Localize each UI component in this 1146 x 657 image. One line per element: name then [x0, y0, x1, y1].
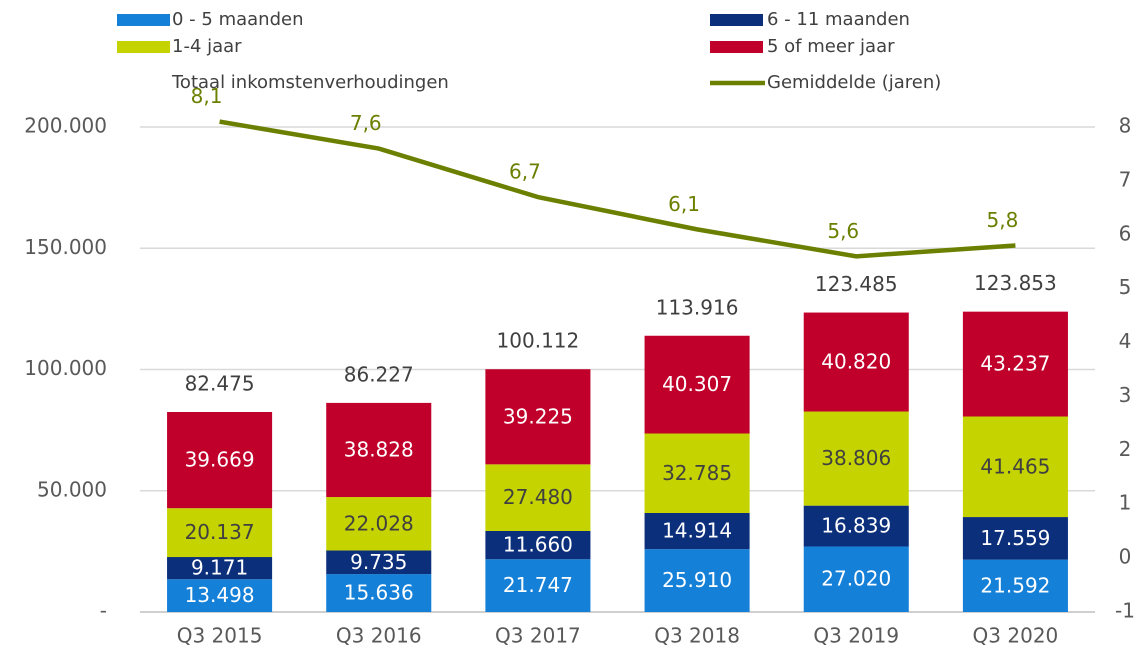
data-label: 17.559: [980, 526, 1050, 550]
data-label: 27.020: [821, 567, 891, 591]
data-label: 11.660: [503, 533, 573, 557]
legend-swatch: [117, 14, 170, 26]
total-label: 113.916: [656, 295, 739, 319]
bar-segment: [167, 579, 273, 612]
data-label: 22.028: [344, 511, 414, 535]
total-label: 82.475: [185, 371, 255, 395]
bar-segment: [962, 416, 1068, 518]
legend-swatch: [117, 41, 170, 53]
bar-segment: [644, 549, 750, 612]
y2-tick-label: 5: [1119, 275, 1132, 299]
bar-segment: [485, 559, 591, 612]
data-label: 39.669: [185, 448, 255, 472]
line-label: 5,6: [827, 219, 859, 243]
data-label: 38.806: [821, 446, 891, 470]
bar-segment: [326, 402, 432, 498]
data-label: 43.237: [980, 352, 1050, 376]
data-label: 40.307: [662, 372, 732, 396]
bar-segment: [326, 550, 432, 575]
data-label: 25.910: [662, 568, 732, 592]
legend-label: Totaal inkomstenverhoudingen: [171, 72, 449, 93]
bar-segment: [326, 574, 432, 612]
bar-segment: [644, 433, 750, 514]
legend-label: 5 of meer jaar: [767, 36, 895, 57]
bar-segment: [803, 546, 909, 612]
bar-segment: [167, 508, 273, 558]
legend-swatch: [710, 41, 763, 53]
line-label: 7,6: [350, 111, 382, 135]
total-label: 123.485: [815, 272, 898, 296]
data-label: 21.747: [503, 573, 573, 597]
legend-label: 6 - 11 maanden: [767, 9, 910, 30]
bar-segment: [803, 312, 909, 412]
x-tick-label: Q3 2020: [973, 624, 1059, 648]
data-label: 21.592: [980, 573, 1050, 597]
y2-tick-label: -1: [1115, 599, 1135, 623]
legend-label: 1-4 jaar: [172, 36, 242, 57]
data-label: 15.636: [344, 581, 414, 605]
x-tick-label: Q3 2018: [654, 624, 740, 648]
data-label: 41.465: [980, 454, 1050, 478]
x-tick-label: Q3 2016: [336, 624, 422, 648]
data-label: 38.828: [344, 437, 414, 461]
data-label: 40.820: [821, 350, 891, 374]
data-label: 9.735: [350, 550, 407, 574]
total-label: 123.853: [974, 271, 1057, 295]
data-label: 32.785: [662, 461, 732, 485]
y2-tick-label: 1: [1119, 491, 1132, 515]
data-label: 13.498: [185, 583, 255, 607]
data-label: 16.839: [821, 514, 891, 538]
y-tick-label: 50.000: [37, 477, 107, 501]
data-label: 39.225: [503, 404, 573, 428]
bar-segment: [485, 369, 591, 465]
y-tick-label: 150.000: [24, 235, 107, 259]
line-label: 6,1: [668, 192, 700, 216]
y2-tick-label: 3: [1119, 383, 1132, 407]
bar-segment: [962, 311, 1068, 417]
bar-segment: [644, 335, 750, 434]
line-label: 5,8: [987, 208, 1019, 232]
y2-tick-label: 7: [1119, 167, 1132, 191]
y-tick-label: 100.000: [24, 356, 107, 380]
total-label: 100.112: [497, 329, 580, 353]
y-tick-label: -: [100, 599, 107, 623]
bar-segment: [485, 530, 591, 560]
data-label: 9.171: [191, 556, 248, 580]
bar-segment: [326, 497, 432, 551]
y2-tick-label: 6: [1119, 221, 1132, 245]
line: [219, 119, 1016, 259]
line-label: 6,7: [509, 160, 541, 184]
x-tick-label: Q3 2017: [495, 624, 581, 648]
y-tick-label: 200.000: [24, 114, 107, 138]
y2-tick-label: 2: [1119, 437, 1132, 461]
y2-tick-label: 8: [1119, 114, 1132, 138]
x-tick-label: Q3 2019: [813, 624, 899, 648]
line-label: 8,1: [191, 84, 223, 108]
data-label: 20.137: [185, 520, 255, 544]
legend-label: Gemiddelde (jaren): [767, 72, 941, 93]
y2-tick-label: 0: [1119, 545, 1132, 569]
bar-segment: [485, 464, 591, 531]
data-label: 27.480: [503, 485, 573, 509]
legend-label: 0 - 5 maanden: [172, 9, 303, 30]
y2-tick-label: 4: [1119, 329, 1132, 353]
x-tick-label: Q3 2015: [177, 624, 263, 648]
bar-segment: [167, 411, 273, 509]
bar-segment: [962, 559, 1068, 612]
bar-segment: [803, 411, 909, 506]
bar-segment: [962, 517, 1068, 560]
bar-segment: [644, 513, 750, 550]
data-label: 14.914: [662, 519, 732, 543]
bar-segment: [167, 557, 273, 580]
total-label: 86.227: [344, 362, 414, 386]
bar-segment: [803, 505, 909, 547]
legend-swatch: [710, 14, 763, 26]
